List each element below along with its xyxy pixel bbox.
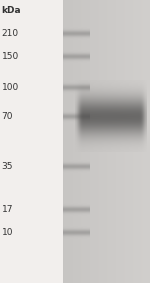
Text: 10: 10 (2, 228, 13, 237)
Text: 70: 70 (2, 112, 13, 121)
Text: 17: 17 (2, 205, 13, 215)
Text: 150: 150 (2, 52, 19, 61)
Text: kDa: kDa (2, 6, 21, 15)
Text: 210: 210 (2, 29, 19, 38)
Text: 100: 100 (2, 83, 19, 92)
Text: 35: 35 (2, 162, 13, 171)
